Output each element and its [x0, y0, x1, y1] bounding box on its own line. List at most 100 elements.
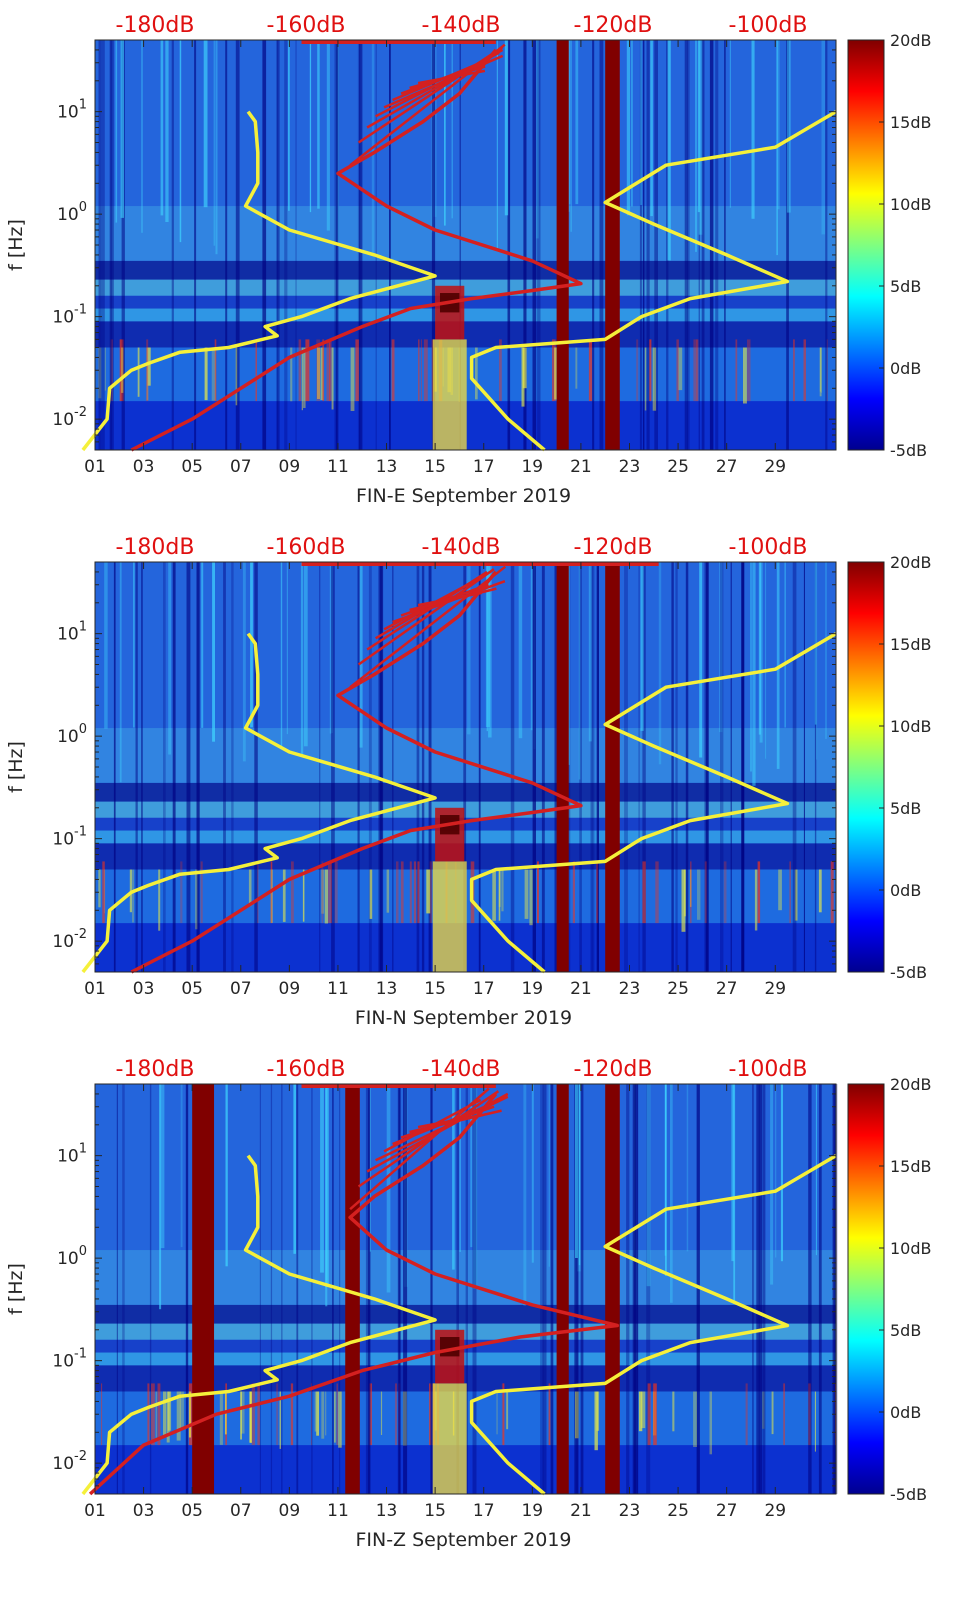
x-tick-label: 25 — [667, 457, 689, 477]
spectrogram-streak — [316, 339, 320, 402]
spectrogram-streak — [378, 562, 383, 972]
x-tick-label: 11 — [327, 979, 349, 999]
y-tick-label: 100 — [57, 722, 87, 747]
top-db-label: -100dB — [729, 13, 808, 38]
spectrogram-streak — [338, 1391, 342, 1448]
spectrogram-streak — [290, 1383, 294, 1446]
y-tick-label: 101 — [57, 1142, 87, 1167]
spectrogram-streak — [416, 562, 420, 972]
spectrogram-streak — [242, 562, 246, 762]
spectrogram-streak — [400, 861, 404, 924]
spectrogram-streak — [655, 861, 659, 924]
y-tick-exponent: -2 — [74, 927, 87, 942]
spectrogram-streak — [636, 1084, 639, 1494]
spectrogram-streak — [820, 347, 822, 393]
spectrogram-streak — [296, 1084, 299, 1494]
spectrogram-streak — [729, 40, 731, 208]
spectrogram-streak — [101, 40, 105, 450]
spectrogram-streak — [396, 861, 399, 924]
frequency-band — [95, 1304, 836, 1324]
spectrogram-streak — [814, 562, 817, 972]
spectrogram-streak — [379, 562, 384, 972]
spectrogram-streak — [501, 869, 504, 912]
colorbar-tick-label: 20dB — [890, 553, 932, 572]
spectrogram-streak — [328, 861, 330, 924]
y-tick-exponent: -2 — [74, 405, 87, 420]
y-tick-exponent: -2 — [74, 1449, 87, 1464]
spectrogram-streak — [329, 339, 332, 402]
spectrogram-streak — [786, 40, 791, 213]
spectrogram-streak — [575, 347, 578, 389]
spectrogram-streak — [825, 562, 827, 739]
spectrogram-streak — [687, 40, 690, 450]
x-tick-label: 03 — [133, 1501, 155, 1521]
spectrogram-streak — [724, 40, 726, 450]
x-tick-label: 27 — [716, 979, 738, 999]
top-db-label: -140dB — [422, 13, 501, 38]
spectrogram-streak — [355, 339, 359, 402]
spectrogram-streak — [163, 562, 166, 972]
spectrogram-streak — [270, 869, 273, 923]
spectrogram-streak — [578, 562, 581, 780]
noise-model-curve — [81, 632, 437, 974]
spectrogram-streak — [286, 562, 288, 735]
spectrogram-streak — [789, 861, 791, 924]
spectrogram-streak — [135, 562, 138, 972]
data-gap — [605, 40, 620, 450]
spectrogram-streak — [574, 1084, 579, 1494]
spectrogram-streak — [456, 1084, 459, 1494]
spectrogram-streak — [240, 1391, 245, 1434]
colorbar-tick-label: 20dB — [890, 1075, 932, 1094]
spectrogram-streak — [492, 869, 496, 921]
spectrogram-streak — [180, 1084, 183, 1248]
spectrogram-streak — [398, 1084, 401, 1494]
spectrogram-streak — [146, 347, 149, 401]
signal-trace — [357, 568, 495, 666]
spectrogram-streak — [730, 562, 732, 972]
colorbar-tick-label: -5dB — [890, 1485, 927, 1504]
microseism-column — [432, 861, 467, 972]
y-tick-exponent: -1 — [74, 825, 87, 840]
spectrogram-streak — [762, 1391, 765, 1429]
spectrogram-streak — [638, 562, 640, 972]
top-db-label: -100dB — [729, 535, 808, 560]
spectrogram-streak — [279, 1391, 281, 1449]
noise-model-curve — [81, 110, 437, 452]
spectrogram-streak — [639, 40, 642, 450]
spectrogram-streak — [288, 40, 290, 211]
spectrogram-streak — [808, 1084, 812, 1494]
colorbar-tick-label: 15dB — [890, 635, 932, 654]
top-db-label: -100dB — [729, 1057, 808, 1082]
spectrogram-streak — [331, 562, 335, 972]
spectrogram-streak — [640, 562, 644, 731]
spectrogram-streak — [121, 347, 124, 393]
spectrogram-streak — [751, 40, 755, 219]
spectrogram-streak — [413, 861, 417, 924]
spectrogram-streak — [592, 562, 595, 972]
x-tick-label: 23 — [619, 1501, 641, 1521]
spectrogram-streak — [695, 40, 697, 252]
spectrogram-streak — [320, 1084, 324, 1273]
top-db-label: -160dB — [267, 1057, 346, 1082]
spectrogram-streak — [214, 339, 217, 402]
spectrogram-streak — [389, 40, 391, 450]
x-tick-label: 13 — [376, 1501, 398, 1521]
spectrogram-streak — [776, 562, 780, 769]
spectrogram-streak — [291, 861, 294, 924]
x-tick-label: 15 — [424, 1501, 446, 1521]
colorbar-tick-label: -5dB — [890, 963, 927, 982]
x-tick-label: 29 — [764, 1501, 786, 1521]
spectrogram-streak — [262, 40, 267, 450]
y-tick-label: 10-2 — [52, 1449, 87, 1474]
spectrogram-streak — [122, 1084, 125, 1494]
spectrogram-streak — [504, 40, 509, 216]
spectrogram-streak — [158, 869, 161, 931]
spectrogram-streak — [756, 1084, 760, 1494]
spectrogram-streak — [575, 1391, 579, 1439]
spectrogram-streak — [803, 339, 806, 402]
spectrogram-streak — [529, 869, 533, 926]
spectrogram-streak — [290, 347, 293, 402]
spectrogram-streak — [783, 1383, 785, 1446]
spectrogram-streak — [467, 562, 471, 735]
